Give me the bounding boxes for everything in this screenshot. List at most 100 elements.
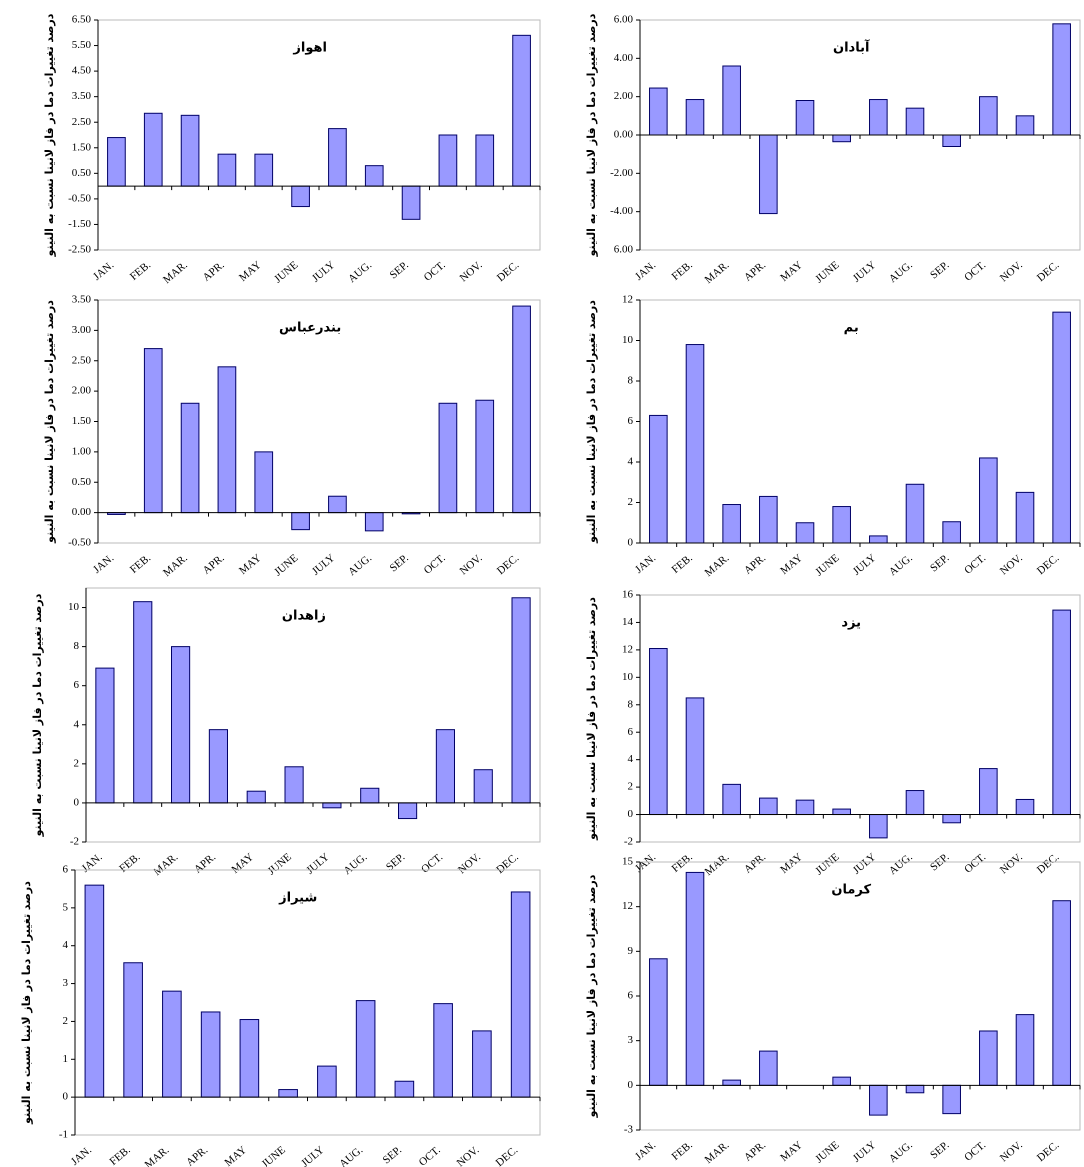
- bar: [869, 1084, 888, 1116]
- y-tick-label: 5.50: [72, 39, 92, 51]
- plot-frame: [639, 861, 1081, 1131]
- bar: [795, 522, 815, 544]
- bar: [1015, 798, 1035, 816]
- bar: [317, 1065, 337, 1098]
- bar: [291, 185, 310, 208]
- bar: [180, 114, 200, 187]
- x-tick-label: OCT.: [962, 1139, 988, 1164]
- y-tick-label: 0.00: [72, 506, 92, 518]
- x-tick-label: AUG.: [887, 259, 915, 285]
- bar: [1015, 115, 1035, 136]
- y-tick-label: 1.00: [72, 445, 92, 457]
- x-tick-label: JULY: [851, 851, 879, 877]
- plot-frame: [639, 299, 1081, 544]
- x-tick-label: APR.: [201, 552, 227, 577]
- y-tick-label: 0: [628, 1079, 634, 1091]
- x-tick-label: SEP.: [381, 1144, 405, 1167]
- x-tick-label: NOV.: [998, 1139, 1025, 1165]
- x-tick-label: MAY: [778, 259, 805, 284]
- bar: [685, 697, 705, 816]
- bar: [795, 100, 815, 136]
- x-tick-label: OCT.: [962, 552, 988, 577]
- x-tick-label: AUG.: [887, 851, 915, 877]
- bar: [435, 729, 455, 804]
- y-tick-label: 15: [622, 856, 634, 868]
- x-tick-label: AUG.: [341, 851, 369, 877]
- bar: [398, 802, 418, 820]
- bar: [360, 787, 380, 804]
- chart-panel: درصد تغییرات دما در فاز لانینا نسبت به ا…: [585, 294, 1081, 579]
- bar: [217, 366, 237, 514]
- bar: [905, 483, 925, 544]
- bar: [355, 1000, 376, 1098]
- x-tick-label: NOV.: [455, 1144, 482, 1167]
- x-tick-label: DEC.: [1035, 851, 1062, 876]
- bar: [649, 958, 668, 1086]
- chart-panel: درصد تغییرات دما در فاز لانینا نسبت به ا…: [20, 864, 541, 1167]
- y-tick-label: 4.00: [614, 52, 634, 64]
- y-tick-label: 9: [628, 945, 634, 957]
- y-tick-label: -2.50: [68, 244, 91, 256]
- x-tick-label: JULY: [851, 1139, 879, 1165]
- y-tick-label: 2.00: [72, 385, 92, 397]
- x-tick-label: OCT.: [962, 851, 988, 876]
- x-tick-label: AUG.: [887, 1139, 915, 1165]
- x-tick-label: SEP.: [388, 259, 412, 282]
- bar: [180, 402, 200, 514]
- bar: [685, 99, 705, 136]
- chart-title: یزد: [841, 616, 861, 631]
- bar: [217, 153, 237, 187]
- bar: [1052, 609, 1071, 816]
- chart-panel: درصد تغییرات دما در فاز لانینا نسبت به ا…: [585, 856, 1081, 1166]
- y-tick-label: 8: [628, 375, 634, 387]
- x-tick-label: JAN.: [633, 1139, 658, 1163]
- x-tick-label: APR.: [184, 1144, 210, 1167]
- x-tick-label: JUNE: [272, 552, 301, 579]
- chart-panel: درصد تغییرات دما در فاز لانینا نسبت به ا…: [43, 294, 541, 579]
- bar: [759, 495, 778, 544]
- bar: [475, 134, 495, 187]
- bar: [722, 1079, 741, 1086]
- bar: [1015, 491, 1035, 544]
- bar: [254, 153, 274, 187]
- y-tick-label: 2: [628, 496, 634, 508]
- bar: [143, 112, 163, 187]
- bar: [759, 1050, 778, 1086]
- bar: [278, 1089, 298, 1098]
- bar: [475, 399, 495, 514]
- bar: [246, 790, 266, 804]
- x-tick-label: JULY: [299, 1144, 327, 1167]
- chart-title: کرمان: [831, 883, 871, 898]
- y-tick-label: 6: [628, 415, 634, 427]
- chart-title: بم: [844, 321, 859, 336]
- y-tick-label: 10: [622, 671, 634, 683]
- x-tick-label: OCT.: [962, 259, 988, 284]
- x-tick-label: JAN.: [79, 851, 104, 875]
- bar: [200, 1011, 221, 1098]
- bar: [133, 601, 153, 804]
- bar: [649, 87, 668, 136]
- y-tick-label: 0: [628, 808, 634, 820]
- chart-title: بندرعباس: [279, 321, 341, 336]
- y-tick-label: 10: [622, 334, 634, 346]
- y-tick-label: 0: [628, 537, 634, 549]
- x-tick-label: JUNE: [259, 1144, 288, 1167]
- bar: [328, 495, 347, 514]
- x-tick-label: NOV.: [458, 259, 485, 285]
- y-tick-label: 6.00: [614, 244, 634, 256]
- bar: [364, 165, 384, 187]
- bar: [107, 137, 126, 187]
- y-axis-label: درصد تغییرات دما در فاز لانینا نسبت به ا…: [585, 597, 598, 841]
- x-tick-label: MAR.: [151, 851, 180, 878]
- x-tick-label: DEC.: [1035, 1139, 1062, 1164]
- x-tick-label: FEB.: [670, 1139, 695, 1163]
- x-tick-label: JULY: [304, 851, 332, 877]
- x-tick-label: JUNE: [266, 851, 295, 878]
- x-tick-label: JULY: [851, 552, 879, 578]
- x-tick-label: AUG.: [887, 552, 915, 578]
- y-tick-label: 2: [628, 781, 634, 793]
- x-tick-label: FEB.: [670, 851, 695, 875]
- y-tick-label: 6.50: [72, 14, 92, 26]
- y-tick-label: 3: [628, 1034, 634, 1046]
- y-tick-label: 4.50: [72, 65, 92, 77]
